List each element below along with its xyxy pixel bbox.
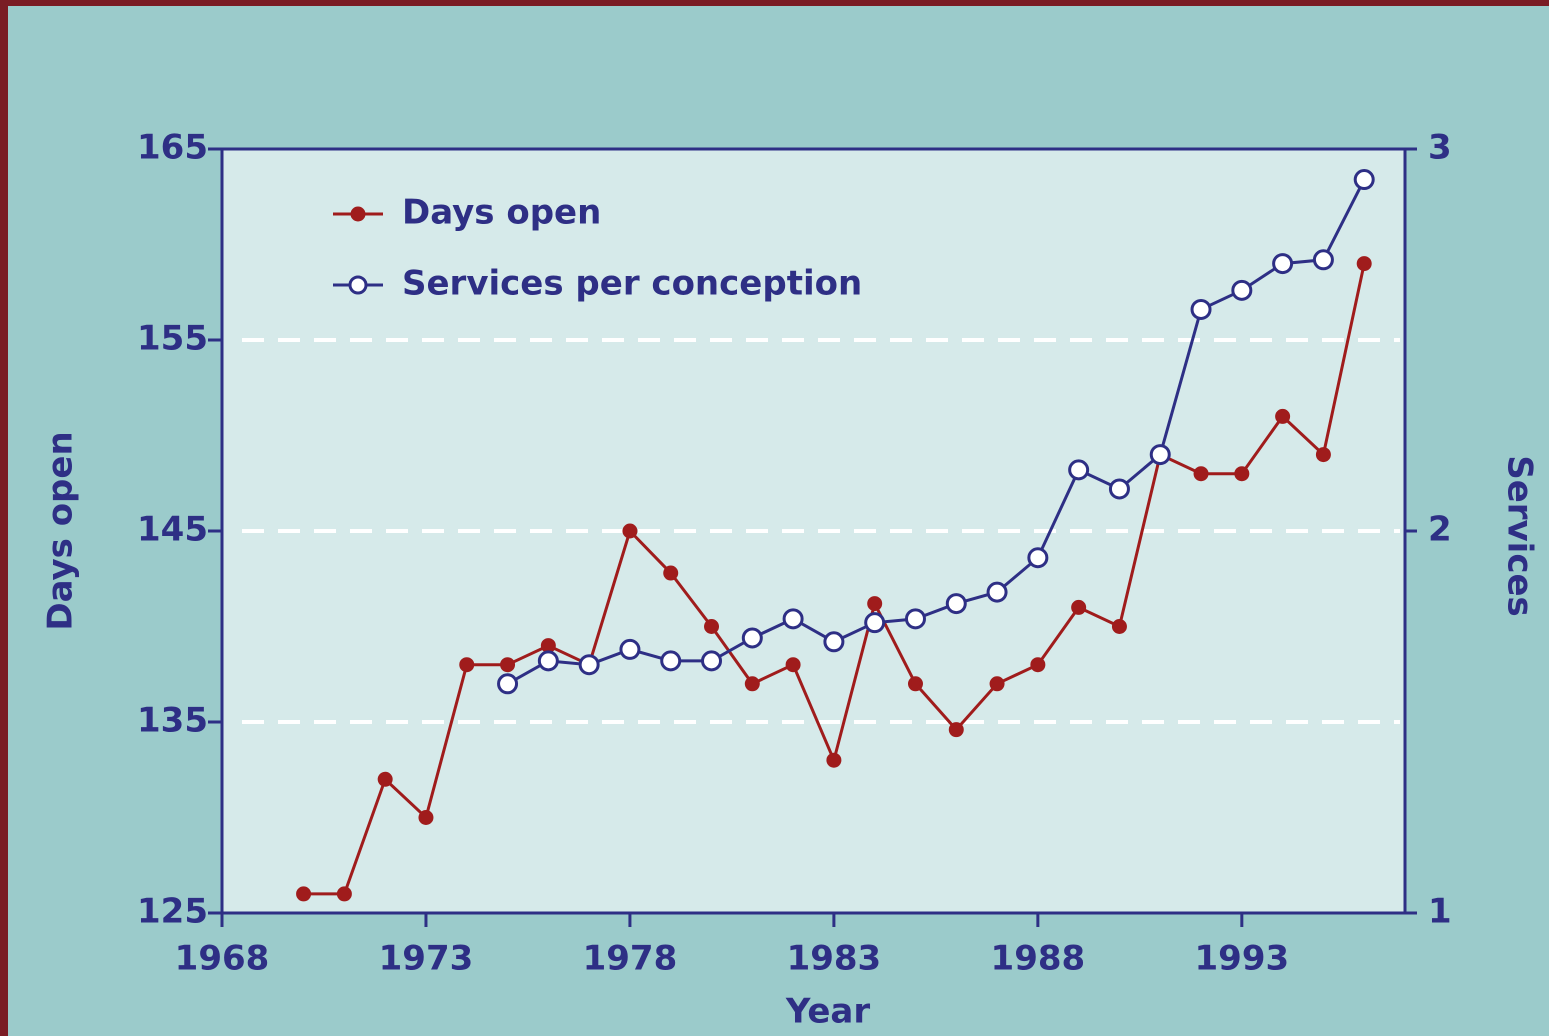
data-point — [1071, 599, 1087, 615]
x-tick-label: 1993 — [1195, 939, 1290, 979]
data-point — [1190, 298, 1212, 320]
data-point — [497, 673, 519, 695]
data-point — [907, 676, 923, 692]
data-point — [459, 657, 475, 673]
data-point — [864, 612, 886, 634]
y-tick-label: 135 — [137, 701, 208, 741]
data-point — [1312, 249, 1334, 271]
y2-axis-label: Services — [1500, 455, 1540, 617]
legend-marker — [348, 275, 368, 295]
data-point — [377, 771, 393, 787]
series-line — [506, 178, 1366, 686]
data-point — [701, 650, 723, 672]
data-point — [1193, 466, 1209, 482]
data-point — [782, 608, 804, 630]
data-point — [663, 565, 679, 581]
x-tick-label: 1973 — [379, 939, 474, 979]
data-point — [741, 627, 763, 649]
data-point — [1111, 619, 1127, 634]
data-point — [1353, 169, 1375, 191]
data-point — [540, 638, 556, 654]
data-point — [744, 676, 760, 692]
data-point — [622, 523, 638, 539]
data-point — [948, 722, 964, 738]
data-point — [1027, 547, 1049, 569]
y-tick-label: 165 — [137, 128, 208, 168]
legend-label: Days open — [402, 193, 601, 233]
y2-tick-label: 3 — [1428, 128, 1452, 168]
x-tick-label: 1983 — [787, 939, 882, 979]
x-tick-label: 1978 — [583, 939, 678, 979]
legend-label: Services per conception — [402, 264, 862, 304]
data-point — [578, 654, 600, 676]
data-point — [1356, 256, 1372, 272]
data-point — [1068, 459, 1090, 481]
data-point — [823, 631, 845, 653]
plot-area — [220, 147, 1407, 915]
x-axis-label: Year — [785, 992, 871, 1032]
data-point — [619, 638, 641, 660]
y-axis-label: Days open — [41, 431, 81, 630]
data-point — [1108, 478, 1130, 500]
data-point — [296, 886, 312, 902]
y2-tick-label: 2 — [1428, 510, 1452, 550]
data-point — [1272, 253, 1294, 275]
y2-tick-label: 1 — [1428, 892, 1452, 932]
data-point — [500, 657, 516, 673]
data-point — [1275, 408, 1291, 424]
data-point — [418, 810, 434, 825]
y-tick-label: 155 — [137, 319, 208, 359]
data-point — [1149, 444, 1171, 466]
x-tick-label: 1968 — [175, 939, 270, 979]
data-point — [537, 650, 559, 672]
data-point — [1231, 279, 1253, 301]
data-point — [336, 886, 352, 902]
data-point — [1234, 466, 1250, 482]
data-point — [986, 581, 1008, 603]
legend-marker — [350, 206, 366, 222]
data-point — [660, 650, 682, 672]
data-point — [704, 619, 720, 634]
data-point — [867, 596, 883, 612]
data-point — [826, 752, 842, 768]
data-point — [945, 593, 967, 615]
data-point — [904, 608, 926, 630]
y-tick-label: 125 — [137, 892, 208, 932]
data-point — [989, 676, 1005, 692]
data-point — [785, 657, 801, 673]
data-point — [1030, 657, 1046, 673]
y-tick-label: 145 — [137, 510, 208, 550]
x-tick-label: 1988 — [991, 939, 1086, 979]
data-point — [1315, 447, 1331, 463]
